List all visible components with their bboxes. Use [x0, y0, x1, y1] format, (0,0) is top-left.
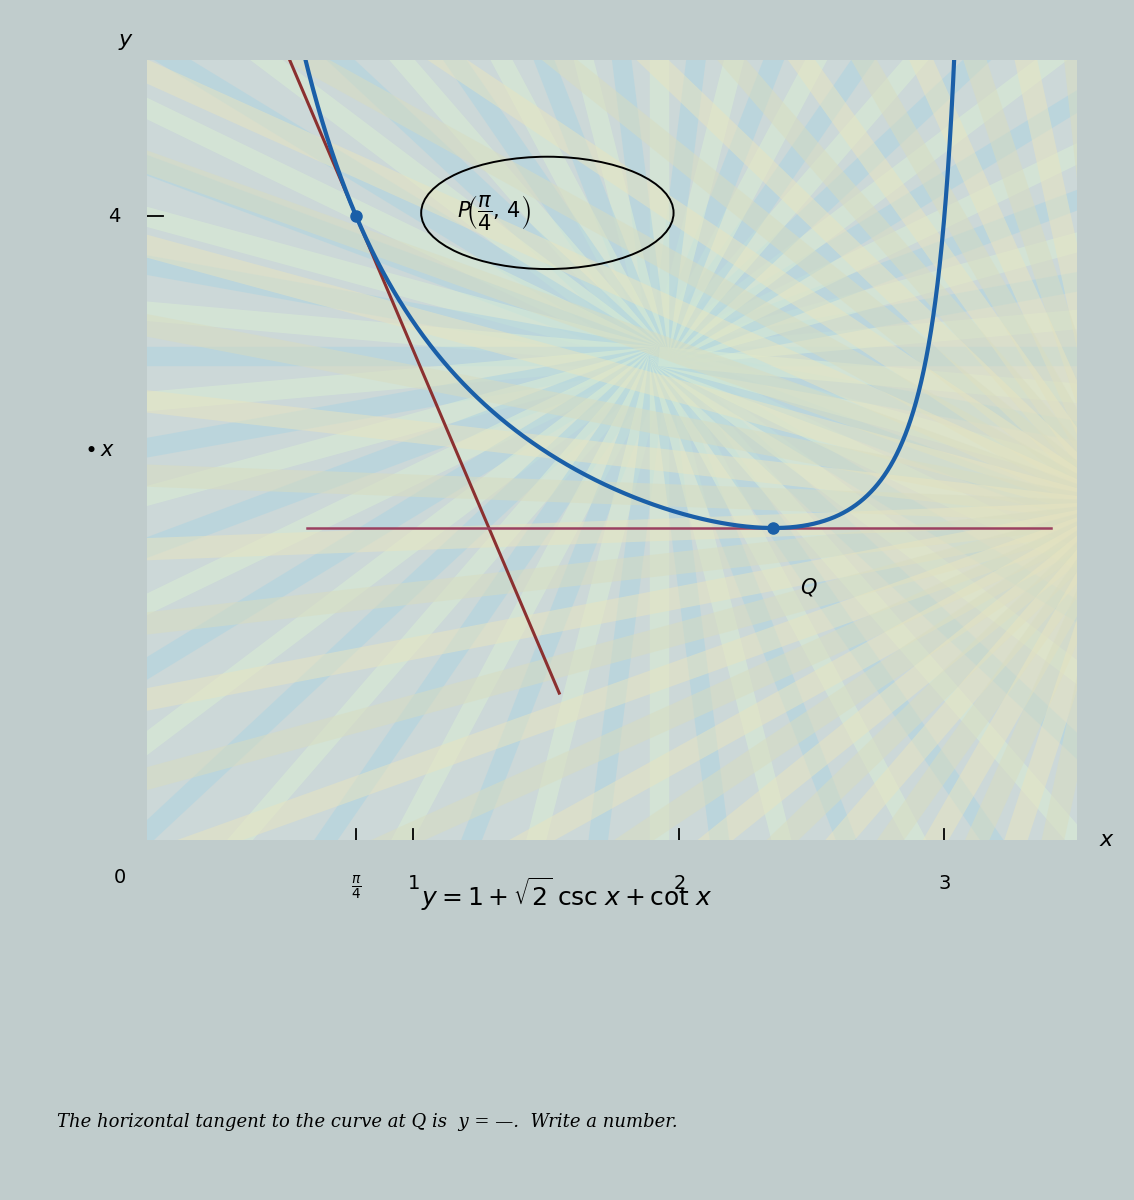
Text: $Q$: $Q$	[799, 576, 818, 598]
Text: $\bullet\,x$: $\bullet\,x$	[84, 440, 115, 460]
Text: $1$: $1$	[407, 875, 420, 893]
Text: $y$: $y$	[118, 32, 134, 52]
Text: $3$: $3$	[938, 875, 951, 893]
Text: $\frac{\pi}{4}$: $\frac{\pi}{4}$	[350, 875, 362, 902]
Text: The horizontal tangent to the curve at Q is  y = —.  Write a number.: The horizontal tangent to the curve at Q…	[57, 1114, 677, 1130]
Text: $0$: $0$	[113, 868, 126, 887]
Text: $4$: $4$	[108, 206, 121, 226]
Text: $2$: $2$	[672, 875, 685, 893]
Text: $x$: $x$	[1099, 830, 1115, 850]
Text: $P\!\left(\dfrac{\pi}{4},\,4\right)$: $P\!\left(\dfrac{\pi}{4},\,4\right)$	[457, 193, 531, 233]
Text: $y = 1 + \sqrt{2}\;\mathrm{csc}\;x + \mathrm{cot}\;x$: $y = 1 + \sqrt{2}\;\mathrm{csc}\;x + \ma…	[421, 875, 713, 913]
